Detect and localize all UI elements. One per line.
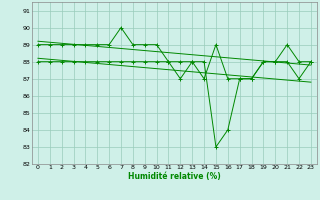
X-axis label: Humidité relative (%): Humidité relative (%) [128,172,221,181]
